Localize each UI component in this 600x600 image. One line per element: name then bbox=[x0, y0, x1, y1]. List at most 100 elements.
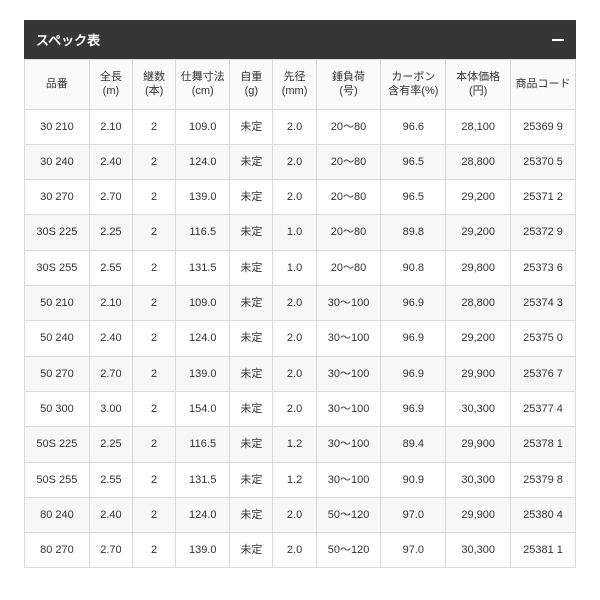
cell: 20～80 bbox=[316, 180, 381, 215]
cell: 28,800 bbox=[446, 286, 511, 321]
cell: 109.0 bbox=[176, 286, 230, 321]
cell: 2 bbox=[133, 286, 176, 321]
cell: 89.4 bbox=[381, 427, 446, 462]
cell: 2 bbox=[133, 356, 176, 391]
cell: 2.0 bbox=[273, 180, 316, 215]
cell: 2.0 bbox=[273, 391, 316, 426]
cell: 25373 6 bbox=[511, 250, 576, 285]
cell: 未定 bbox=[230, 321, 273, 356]
cell: 124.0 bbox=[176, 321, 230, 356]
cell: 未定 bbox=[230, 215, 273, 250]
cell: 96.5 bbox=[381, 180, 446, 215]
cell: 未定 bbox=[230, 250, 273, 285]
cell: 2.0 bbox=[273, 356, 316, 391]
cell: 3.00 bbox=[89, 391, 132, 426]
cell: 2 bbox=[133, 144, 176, 179]
cell: 96.9 bbox=[381, 321, 446, 356]
cell: 116.5 bbox=[176, 215, 230, 250]
cell: 96.6 bbox=[381, 109, 446, 144]
cell: 2.10 bbox=[89, 109, 132, 144]
cell: 未定 bbox=[230, 533, 273, 568]
cell: 25379 8 bbox=[511, 462, 576, 497]
table-row: 50S 2552.552131.5未定1.230～10090.930,30025… bbox=[25, 462, 576, 497]
cell: 2.70 bbox=[89, 356, 132, 391]
cell: 50 300 bbox=[25, 391, 90, 426]
col-header-1: 全長(m) bbox=[89, 60, 132, 110]
cell: 139.0 bbox=[176, 356, 230, 391]
cell: 2.40 bbox=[89, 144, 132, 179]
cell: 25369 9 bbox=[511, 109, 576, 144]
cell: 2.0 bbox=[273, 533, 316, 568]
cell: 2 bbox=[133, 533, 176, 568]
cell: 未定 bbox=[230, 144, 273, 179]
table-header-row: 品番全長(m)継数(本)仕舞寸法(cm)自重(g)先径(mm)錘負荷(号)カーボ… bbox=[25, 60, 576, 110]
cell: 1.2 bbox=[273, 427, 316, 462]
cell: 2.40 bbox=[89, 321, 132, 356]
panel-title: スペック表 bbox=[36, 30, 100, 49]
cell: 116.5 bbox=[176, 427, 230, 462]
col-header-8: 本体価格(円) bbox=[446, 60, 511, 110]
cell: 131.5 bbox=[176, 250, 230, 285]
cell: 未定 bbox=[230, 109, 273, 144]
cell: 未定 bbox=[230, 180, 273, 215]
cell: 154.0 bbox=[176, 391, 230, 426]
cell: 25378 1 bbox=[511, 427, 576, 462]
cell: 2.55 bbox=[89, 462, 132, 497]
col-header-0: 品番 bbox=[25, 60, 90, 110]
cell: 139.0 bbox=[176, 180, 230, 215]
cell: 124.0 bbox=[176, 497, 230, 532]
table-row: 50 3003.002154.0未定2.030～10096.930,300253… bbox=[25, 391, 576, 426]
cell: 29,200 bbox=[446, 321, 511, 356]
table-row: 30 2702.702139.0未定2.020～8096.529,2002537… bbox=[25, 180, 576, 215]
cell: 80 240 bbox=[25, 497, 90, 532]
cell: 30～100 bbox=[316, 286, 381, 321]
col-header-9: 商品コード bbox=[511, 60, 576, 110]
table-row: 80 2402.402124.0未定2.050～12097.029,900253… bbox=[25, 497, 576, 532]
table-head: 品番全長(m)継数(本)仕舞寸法(cm)自重(g)先径(mm)錘負荷(号)カーボ… bbox=[25, 60, 576, 110]
cell: 25371 2 bbox=[511, 180, 576, 215]
cell: 30S 225 bbox=[25, 215, 90, 250]
cell: 28,100 bbox=[446, 109, 511, 144]
cell: 50 210 bbox=[25, 286, 90, 321]
cell: 25374 3 bbox=[511, 286, 576, 321]
cell: 2 bbox=[133, 250, 176, 285]
cell: 50～120 bbox=[316, 497, 381, 532]
cell: 1.0 bbox=[273, 215, 316, 250]
cell: 29,900 bbox=[446, 497, 511, 532]
cell: 30,300 bbox=[446, 533, 511, 568]
cell: 未定 bbox=[230, 497, 273, 532]
cell: 2.0 bbox=[273, 144, 316, 179]
cell: 30～100 bbox=[316, 321, 381, 356]
cell: 96.9 bbox=[381, 391, 446, 426]
cell: 97.0 bbox=[381, 533, 446, 568]
cell: 25376 7 bbox=[511, 356, 576, 391]
cell: 29,800 bbox=[446, 250, 511, 285]
cell: 2.0 bbox=[273, 321, 316, 356]
cell: 109.0 bbox=[176, 109, 230, 144]
cell: 25370 5 bbox=[511, 144, 576, 179]
cell: 20～80 bbox=[316, 109, 381, 144]
cell: 20～80 bbox=[316, 144, 381, 179]
cell: 96.5 bbox=[381, 144, 446, 179]
cell: 2 bbox=[133, 180, 176, 215]
table-row: 50 2102.102109.0未定2.030～10096.928,800253… bbox=[25, 286, 576, 321]
cell: 29,900 bbox=[446, 356, 511, 391]
cell: 131.5 bbox=[176, 462, 230, 497]
cell: 90.8 bbox=[381, 250, 446, 285]
cell: 20～80 bbox=[316, 250, 381, 285]
cell: 89.8 bbox=[381, 215, 446, 250]
col-header-7: カーボン含有率(%) bbox=[381, 60, 446, 110]
cell: 2 bbox=[133, 109, 176, 144]
spec-table: 品番全長(m)継数(本)仕舞寸法(cm)自重(g)先径(mm)錘負荷(号)カーボ… bbox=[24, 59, 576, 568]
cell: 25375 0 bbox=[511, 321, 576, 356]
cell: 2.0 bbox=[273, 109, 316, 144]
cell: 28,800 bbox=[446, 144, 511, 179]
col-header-4: 自重(g) bbox=[230, 60, 273, 110]
cell: 50 270 bbox=[25, 356, 90, 391]
cell: 96.9 bbox=[381, 356, 446, 391]
spec-panel-header[interactable]: スペック表 bbox=[24, 20, 576, 59]
cell: 30～100 bbox=[316, 356, 381, 391]
cell: 25380 4 bbox=[511, 497, 576, 532]
cell: 20～80 bbox=[316, 215, 381, 250]
table-body: 30 2102.102109.0未定2.020～8096.628,1002536… bbox=[25, 109, 576, 568]
